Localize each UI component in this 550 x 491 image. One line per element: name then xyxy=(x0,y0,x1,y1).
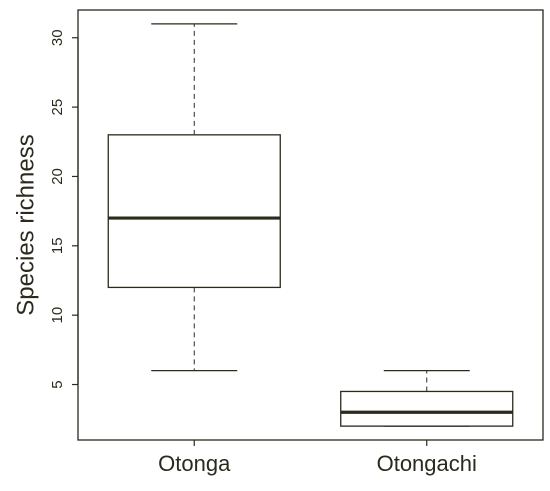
iqr-box xyxy=(340,390,514,427)
x-tick-label: Otonga xyxy=(158,451,231,476)
boxes-layer xyxy=(107,23,514,427)
x-axis: Otonga Otongachi xyxy=(158,440,477,476)
y-tick-label: 10 xyxy=(49,307,66,324)
iqr-box xyxy=(107,134,281,289)
y-tick-label: 25 xyxy=(49,99,66,116)
y-axis-label: Species richness xyxy=(12,134,39,315)
y-axis: 5 10 15 20 25 30 xyxy=(49,29,79,389)
y-tick-label: 20 xyxy=(49,168,66,185)
box-otongachi xyxy=(340,369,514,427)
y-tick-label: 30 xyxy=(49,29,66,46)
box-otonga xyxy=(107,23,281,372)
y-tick-label: 5 xyxy=(49,380,66,388)
x-tick-label: Otongachi xyxy=(377,451,477,476)
y-tick-label: 15 xyxy=(49,237,66,254)
